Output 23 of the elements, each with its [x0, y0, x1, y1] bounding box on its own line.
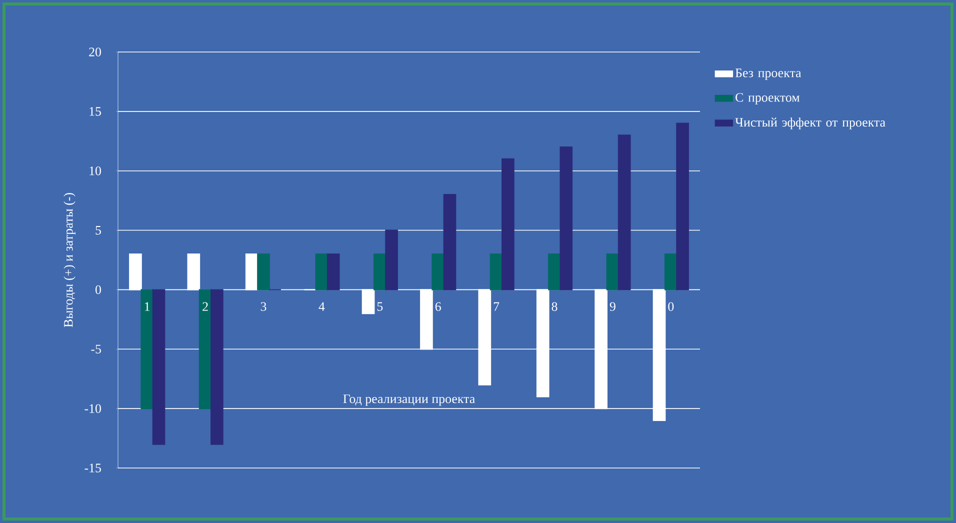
- y-tick-label: 10: [90, 166, 101, 176]
- y-tick-label: -10: [84, 404, 101, 413]
- y-tick-label: -5: [91, 344, 101, 354]
- x-tick-label: 8: [552, 302, 558, 311]
- legend-label: Без проекта: [735, 68, 802, 80]
- y-tick-label: 15: [90, 107, 101, 116]
- y-tick-label: 5: [96, 226, 101, 235]
- x-tick-label: 4: [318, 302, 325, 311]
- legend-label: С проектом: [736, 93, 800, 104]
- x-tick-label: 7: [494, 302, 500, 311]
- y-axis-title: Выгоды (+) и затраты (-): [64, 193, 76, 328]
- y-tick-label: 0: [96, 285, 101, 294]
- x-tick-label: 5: [377, 302, 383, 311]
- x-tick-label: 2: [202, 302, 208, 311]
- legend-label: Чистый эффект от проекта: [735, 118, 886, 130]
- x-tick-label: 6: [435, 302, 441, 311]
- x-tick-label: 1: [145, 302, 150, 311]
- x-tick-label: 0: [668, 302, 674, 311]
- x-tick-label: 9: [610, 302, 616, 311]
- y-tick-label: -15: [84, 464, 101, 472]
- x-axis-title: Год реализации проекта: [343, 394, 475, 406]
- y-tick-label: 20: [89, 48, 101, 56]
- x-tick-label: 3: [260, 302, 266, 311]
